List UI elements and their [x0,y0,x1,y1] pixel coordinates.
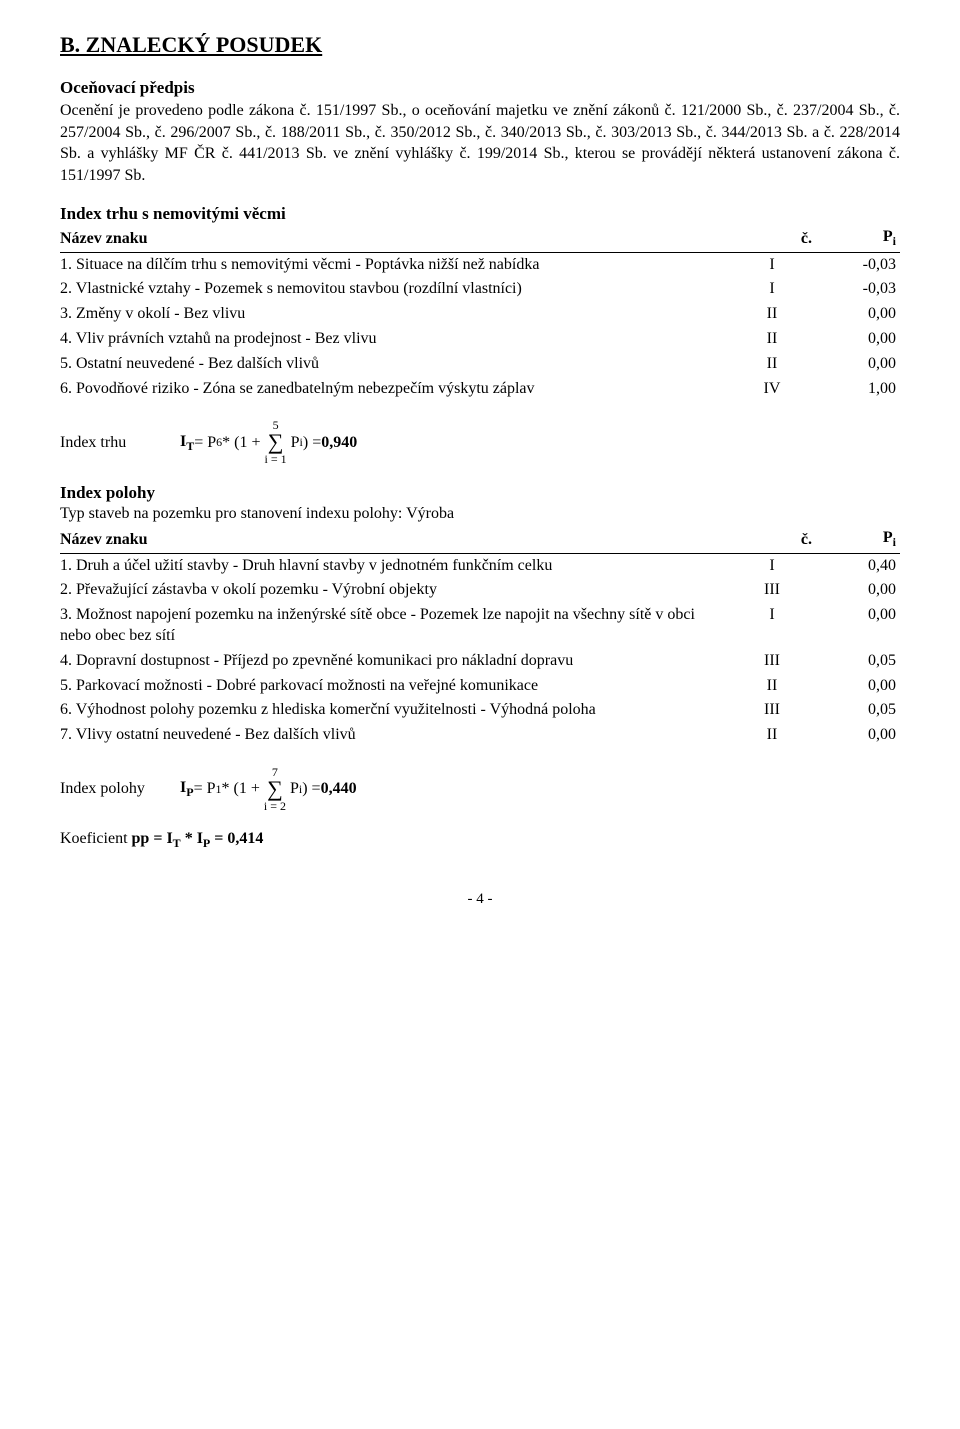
table-row: 2. Vlastnické vztahy - Pozemek s nemovit… [60,277,900,302]
cell-name: 2. Vlastnické vztahy - Pozemek s nemovit… [60,277,732,302]
cell-p: 0,40 [816,553,900,578]
cell-name: 6. Výhodnost polohy pozemku z hlediska k… [60,698,732,723]
table-row: 3. Změny v okolí - Bez vlivuII0,00 [60,302,900,327]
cell-name: 5. Ostatní neuvedené - Bez dalších vlivů [60,352,732,377]
cell-p: 1,00 [816,377,900,402]
cell-c: II [732,352,816,377]
cell-p: 0,00 [816,603,900,649]
cell-name: 7. Vlivy ostatní neuvedené - Bez dalších… [60,723,732,748]
cell-name: 3. Možnost napojení pozemku na inženýrsk… [60,603,732,649]
table-row: 3. Možnost napojení pozemku na inženýrsk… [60,603,900,649]
cell-name: 5. Parkovací možnosti - Dobré parkovací … [60,674,732,699]
cell-p: 0,00 [816,302,900,327]
cell-p: -0,03 [816,277,900,302]
cell-p: 0,05 [816,649,900,674]
th-c: č. [732,226,816,252]
cell-c: I [732,277,816,302]
th-c: č. [732,527,816,553]
index-polohy-heading: Index polohy [60,483,900,503]
cell-c: I [732,252,816,277]
th-name: Název znaku [60,226,732,252]
cell-name: 1. Druh a účel užití stavby - Druh hlavn… [60,553,732,578]
predpis-heading: Oceňovací předpis [60,78,900,98]
page-number: - 4 - [60,891,900,908]
table-row: 5. Ostatní neuvedené - Bez dalších vlivů… [60,352,900,377]
index-trhu-table: Název znaku č. Pi 1. Situace na dílčím t… [60,226,900,401]
formula-index-trhu: Index trhu IT = P6 * (1 + 5 ∑ i = 1 Pi )… [60,419,900,465]
cell-p: 0,05 [816,698,900,723]
cell-p: 0,00 [816,674,900,699]
table-row: 7. Vlivy ostatní neuvedené - Bez dalších… [60,723,900,748]
th-p: Pi [816,527,900,553]
cell-c: II [732,723,816,748]
cell-c: III [732,649,816,674]
table-row: 6. Povodňové riziko - Zóna se zanedbatel… [60,377,900,402]
page-title: B. ZNALECKÝ POSUDEK [60,32,900,58]
cell-c: I [732,553,816,578]
th-p: Pi [816,226,900,252]
formula-index-polohy: Index polohy IP = P1 * (1 + 7 ∑ i = 2 Pi… [60,766,900,812]
cell-p: -0,03 [816,252,900,277]
cell-p: 0,00 [816,723,900,748]
cell-name: 1. Situace na dílčím trhu s nemovitými v… [60,252,732,277]
cell-c: II [732,674,816,699]
cell-p: 0,00 [816,578,900,603]
cell-name: 3. Změny v okolí - Bez vlivu [60,302,732,327]
cell-c: I [732,603,816,649]
cell-name: 2. Převažující zástavba v okolí pozemku … [60,578,732,603]
index-polohy-table: Název znaku č. Pi 1. Druh a účel užití s… [60,527,900,748]
table-row: 1. Situace na dílčím trhu s nemovitými v… [60,252,900,277]
table-row: 5. Parkovací možnosti - Dobré parkovací … [60,674,900,699]
typ-staveb-text: Typ staveb na pozemku pro stanovení inde… [60,505,900,523]
cell-c: II [732,327,816,352]
cell-name: 6. Povodňové riziko - Zóna se zanedbatel… [60,377,732,402]
formula-label: Index polohy [60,779,180,798]
cell-c: III [732,698,816,723]
cell-c: II [732,302,816,327]
predpis-text: Ocenění je provedeno podle zákona č. 151… [60,100,900,186]
table-row: 4. Vliv právních vztahů na prodejnost - … [60,327,900,352]
table-row: 4. Dopravní dostupnost - Příjezd po zpev… [60,649,900,674]
table-row: 6. Výhodnost polohy pozemku z hlediska k… [60,698,900,723]
cell-name: 4. Dopravní dostupnost - Příjezd po zpev… [60,649,732,674]
cell-p: 0,00 [816,352,900,377]
cell-name: 4. Vliv právních vztahů na prodejnost - … [60,327,732,352]
th-name: Název znaku [60,527,732,553]
table-row: 2. Převažující zástavba v okolí pozemku … [60,578,900,603]
koeficient-line: Koeficient pp = IT * IP = 0,414 [60,830,900,851]
cell-p: 0,00 [816,327,900,352]
cell-c: III [732,578,816,603]
formula-label: Index trhu [60,433,180,452]
cell-c: IV [732,377,816,402]
index-trhu-heading: Index trhu s nemovitými věcmi [60,204,900,224]
table-row: 1. Druh a účel užití stavby - Druh hlavn… [60,553,900,578]
